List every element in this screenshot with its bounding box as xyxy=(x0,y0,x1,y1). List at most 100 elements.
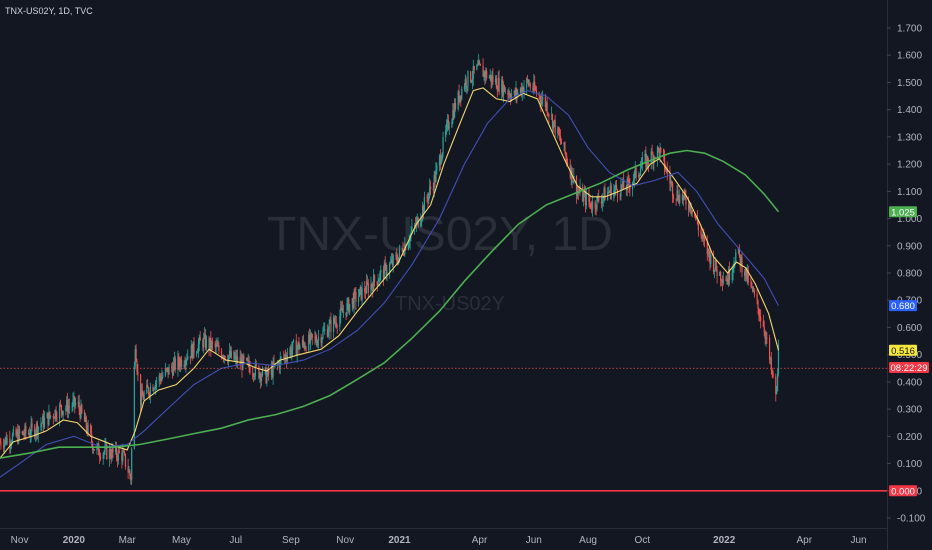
candle-body xyxy=(48,411,50,425)
candle-body xyxy=(299,345,301,350)
y-tick-label: 0.200 xyxy=(897,432,922,443)
candle-body xyxy=(141,390,143,397)
candle-body xyxy=(607,192,610,193)
candle-body xyxy=(702,235,704,238)
candle-body xyxy=(260,374,262,381)
candle-body xyxy=(516,89,518,96)
candle-body xyxy=(771,370,773,374)
candle-body xyxy=(498,77,500,93)
candle-body xyxy=(677,190,679,200)
candle-body xyxy=(514,91,516,97)
candle-body xyxy=(445,130,447,138)
candle-body xyxy=(228,350,231,356)
symbol-title[interactable]: TNX-US02Y, 1D, TVC xyxy=(5,6,93,16)
candle-body xyxy=(86,428,88,434)
candle-body xyxy=(252,373,254,375)
y-tick-label: 1.300 xyxy=(897,132,922,143)
candle-body xyxy=(517,92,519,96)
candle-body xyxy=(140,390,143,406)
candle-body xyxy=(768,337,771,360)
y-tick-label: 0.900 xyxy=(897,241,922,252)
candle-body xyxy=(527,80,530,85)
ma-line-2 xyxy=(0,90,779,478)
candle-body xyxy=(268,368,270,375)
candle-body xyxy=(448,127,450,129)
candle-body xyxy=(669,173,671,184)
candle-body xyxy=(645,154,647,168)
candle-body xyxy=(470,71,472,82)
candle-body xyxy=(634,167,636,172)
candle-body xyxy=(675,198,677,200)
candle-body xyxy=(663,156,666,170)
candle-body xyxy=(204,334,206,338)
candle-body xyxy=(390,259,393,263)
candle-body xyxy=(214,343,216,348)
candle-body xyxy=(735,252,737,263)
candle-body xyxy=(317,340,319,346)
candle-body xyxy=(184,364,186,366)
candle-body xyxy=(111,448,113,459)
candle-body xyxy=(752,286,754,292)
candle-body xyxy=(644,154,646,158)
candle-body xyxy=(370,283,372,293)
candle-body xyxy=(521,87,523,95)
candle-body xyxy=(609,185,611,193)
candle-body xyxy=(161,376,163,381)
horizontal-lines xyxy=(0,367,887,492)
candle-body xyxy=(317,337,320,341)
candle-body xyxy=(29,435,31,437)
candle-body xyxy=(432,189,434,191)
candle-body xyxy=(769,358,772,360)
candle-body xyxy=(148,393,151,396)
candle-body xyxy=(501,79,503,93)
candle-body xyxy=(165,368,167,370)
candle-body xyxy=(351,298,353,305)
x-tick-label: Jun xyxy=(526,535,542,546)
candle-body xyxy=(15,429,17,436)
candle-body xyxy=(177,356,179,370)
candle-body xyxy=(209,337,211,349)
price-tag-bg xyxy=(889,300,917,312)
candle-body xyxy=(694,213,696,217)
candle-body xyxy=(236,356,239,363)
candle-body xyxy=(676,190,678,200)
candle-body xyxy=(153,388,155,391)
moving-averages xyxy=(0,87,780,478)
candle-body xyxy=(74,396,76,406)
candle-body xyxy=(679,194,681,204)
candle-body xyxy=(539,95,541,101)
x-tick-label: Oct xyxy=(635,535,651,546)
candle-body xyxy=(535,90,538,94)
candle-body xyxy=(171,366,173,369)
candle-body xyxy=(99,455,101,457)
candle-body xyxy=(280,357,282,358)
candle-body xyxy=(335,322,337,326)
candle-body xyxy=(725,279,727,282)
candle-body xyxy=(777,345,780,374)
candle-body xyxy=(563,142,565,145)
candle-body xyxy=(147,387,150,394)
candle-body xyxy=(304,347,306,349)
candle-body xyxy=(96,446,98,451)
candle-body xyxy=(559,134,561,136)
x-tick-label: Nov xyxy=(336,535,354,546)
candle-body xyxy=(635,167,637,178)
candle-body xyxy=(421,205,424,218)
candle-body xyxy=(164,368,167,376)
candle-body xyxy=(772,373,774,377)
candle-body xyxy=(454,103,456,118)
candle-body xyxy=(326,329,328,337)
candle-body xyxy=(572,181,574,183)
candle-body xyxy=(333,317,336,323)
candle-body xyxy=(98,443,100,456)
candle-body xyxy=(596,196,598,209)
candle-body xyxy=(54,409,56,419)
candle-body xyxy=(2,445,5,448)
candle-body xyxy=(553,119,555,122)
candle-body xyxy=(220,350,223,358)
y-tick-label: 1.100 xyxy=(897,187,922,198)
candle-body xyxy=(147,384,149,388)
candle-body xyxy=(196,352,198,354)
candle-body xyxy=(128,470,130,473)
